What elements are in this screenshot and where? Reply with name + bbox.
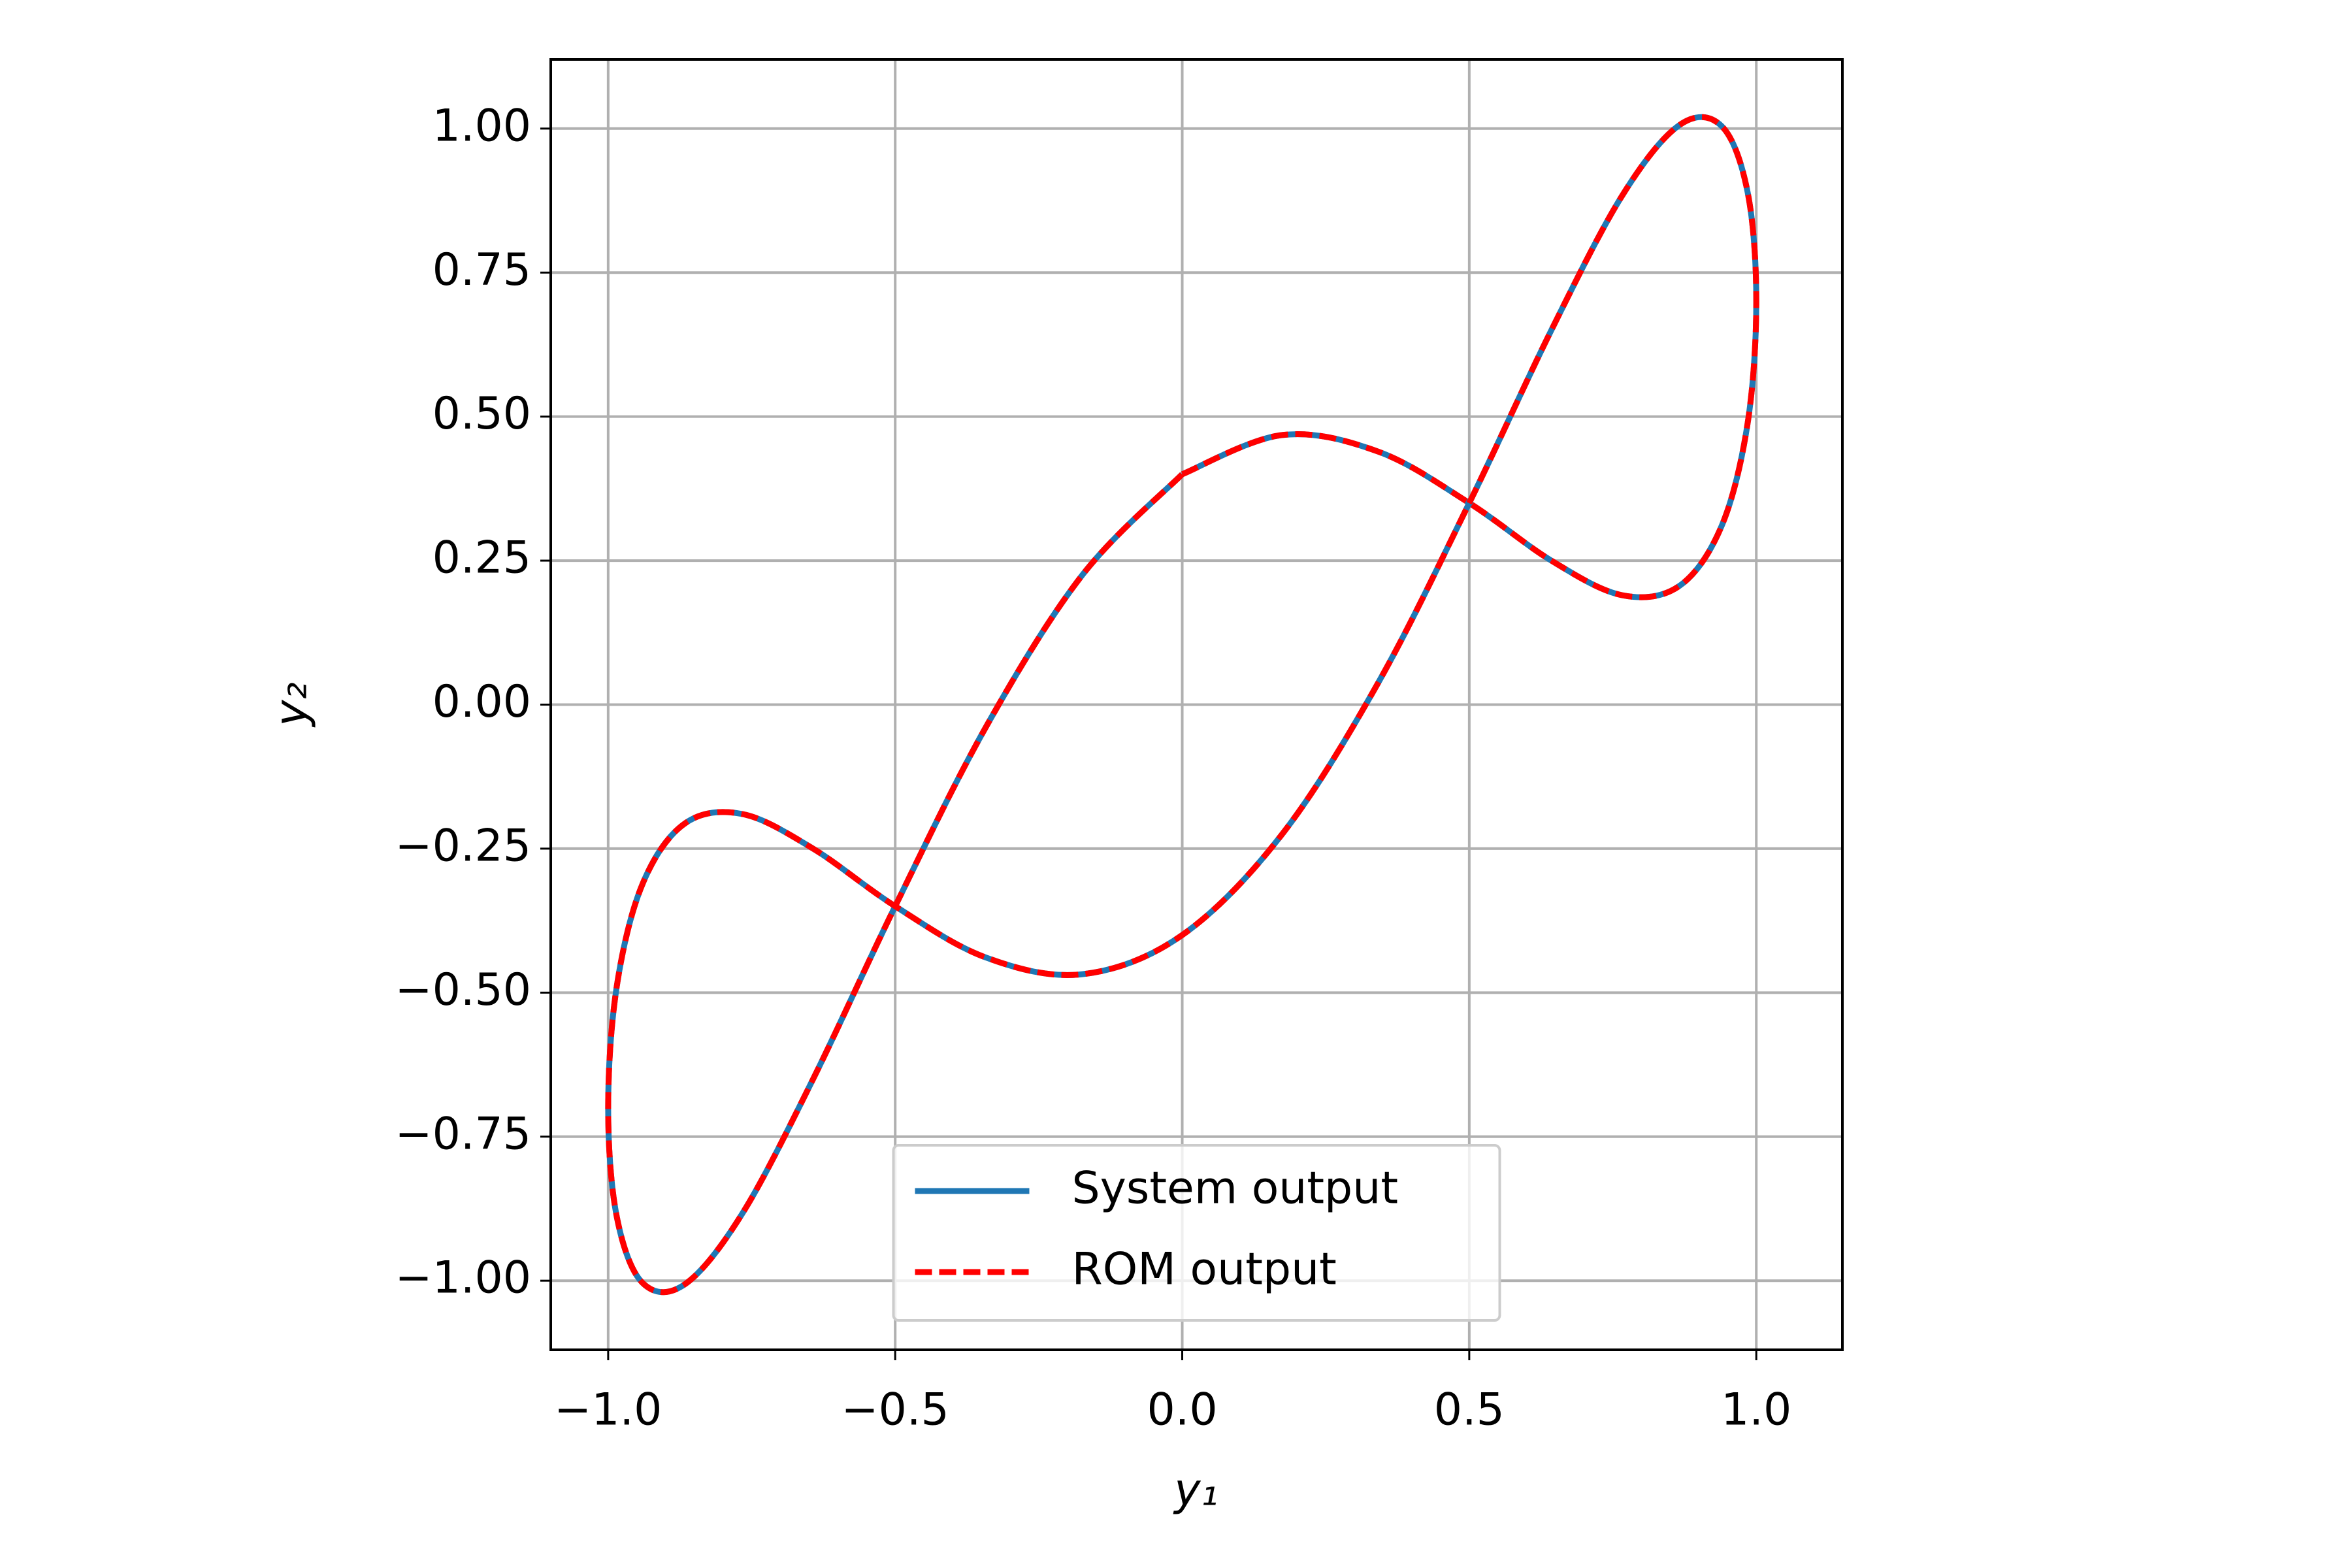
x-axis-label: y₁ — [1173, 1465, 1218, 1516]
x-tick-label: 1.0 — [1721, 1384, 1791, 1436]
series-line — [605, 114, 1759, 1296]
x-tick-label: −1.0 — [554, 1384, 662, 1436]
y-tick-label: −0.50 — [395, 964, 531, 1016]
y-axis-label: y₂ — [266, 682, 318, 728]
legend-label: ROM output — [1072, 1244, 1337, 1296]
legend: System output ROM output — [892, 1144, 1501, 1322]
y-tick-label: 0.75 — [433, 244, 531, 296]
y-tick-label: −0.75 — [395, 1108, 531, 1160]
y-tick-label: 0.00 — [433, 676, 531, 728]
y-tick-label: −1.00 — [395, 1252, 531, 1304]
x-tick-label: −0.5 — [841, 1384, 949, 1436]
y-tick-label: −0.25 — [395, 820, 531, 872]
y-tick-label: 0.50 — [433, 388, 531, 440]
x-tick-label: 0.0 — [1147, 1384, 1217, 1436]
y-tick-label: 1.00 — [433, 100, 531, 152]
plot-frame — [549, 58, 1844, 1351]
legend-frame — [892, 1144, 1501, 1322]
legend-label: System output — [1072, 1163, 1398, 1215]
x-tick-label: 0.5 — [1434, 1384, 1505, 1436]
y-tick-label: 0.25 — [433, 532, 531, 584]
